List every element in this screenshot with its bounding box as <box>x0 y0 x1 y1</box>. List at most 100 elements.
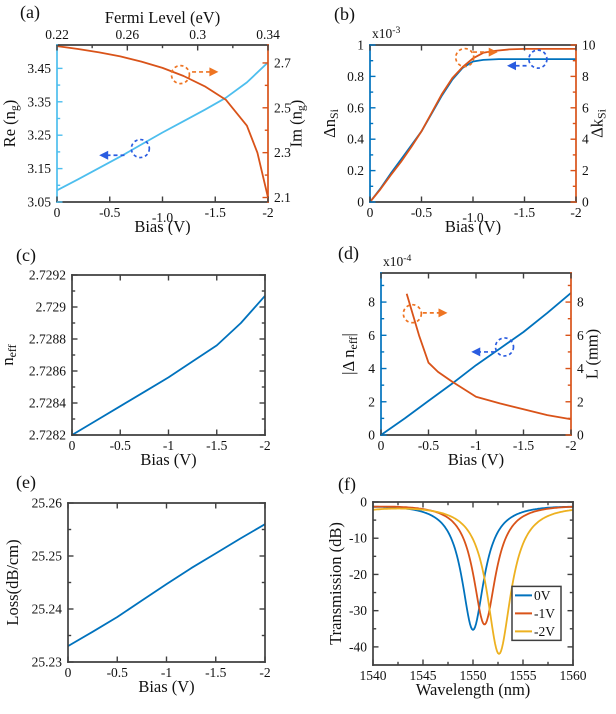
svg-text:0: 0 <box>65 665 72 680</box>
svg-text:1: 1 <box>357 38 364 53</box>
svg-text:0: 0 <box>360 495 367 510</box>
svg-text:0: 0 <box>368 428 375 443</box>
svg-text:Fermi Level (eV): Fermi Level (eV) <box>105 8 220 27</box>
svg-text:-2: -2 <box>565 438 576 453</box>
svg-text:0.34: 0.34 <box>256 27 280 42</box>
svg-text:0.2: 0.2 <box>347 163 364 178</box>
svg-text:10: 10 <box>582 38 596 53</box>
svg-text:-0.5: -0.5 <box>418 438 440 453</box>
svg-text:-1.0: -1.0 <box>462 210 484 225</box>
svg-text:2.7284: 2.7284 <box>29 396 66 411</box>
svg-text:0.8: 0.8 <box>347 69 364 84</box>
svg-text:Bias (V): Bias (V) <box>445 217 501 235</box>
svg-text:Bias (V): Bias (V) <box>134 217 190 235</box>
svg-text:-0.5: -0.5 <box>107 665 129 680</box>
svg-text:0.26: 0.26 <box>116 27 140 42</box>
panel-f: 1540 1545 1550 1555 1560 Wavelength (nm) 0 -10 -… <box>308 470 616 714</box>
svg-text:-20: -20 <box>349 567 367 582</box>
svg-text:-1.0: -1.0 <box>152 210 174 225</box>
panel-a: 0 -0.5 -1.0 -1.5 -2 Bias (V) 0.22 0.26 0.3 0.34 Fe… <box>0 0 308 235</box>
svg-text:-2: -2 <box>262 205 273 220</box>
svg-text:2: 2 <box>368 394 375 409</box>
chart-a: 0 -0.5 -1.0 -1.5 -2 Bias (V) 0.22 0.26 0.3 0.34 Fe… <box>0 8 308 235</box>
panel-d: 0 -0.5 -1 -1.5 -2 Bias (V) 0 2 4 6 8 |Δ neff​| 0 2 4 6 8… <box>308 235 616 470</box>
svg-text:3.05: 3.05 <box>27 195 51 210</box>
svg-text:-1.5: -1.5 <box>513 438 535 453</box>
svg-text:2.3: 2.3 <box>274 145 291 160</box>
svg-text:-0.5: -0.5 <box>99 205 121 220</box>
svg-text:-1V: -1V <box>534 606 555 621</box>
svg-text:2: 2 <box>582 163 589 178</box>
svg-text:25.26: 25.26 <box>32 496 63 511</box>
svg-text:2.7282: 2.7282 <box>29 428 66 443</box>
svg-text:-30: -30 <box>349 603 367 618</box>
svg-text:4: 4 <box>582 132 589 147</box>
svg-text:1545: 1545 <box>410 668 437 683</box>
panel-c: 0 -0.5 -1 -1.5 -2 Bias (V) 2.7282 2.7284 2.7286 2… <box>0 235 308 470</box>
svg-text:|Δ neff​|: |Δ neff​| <box>339 333 360 375</box>
svg-text:Loss(dB/cm): Loss(dB/cm) <box>3 539 22 625</box>
svg-text:0.6: 0.6 <box>347 100 364 115</box>
svg-text:Bias (V): Bias (V) <box>140 450 196 469</box>
chart-b: 0 -0.5 -1.0 -1.5 -2 Bias (V) 0 0.2 0.4 0.6 0.8 1 ΔnS… <box>320 25 608 235</box>
svg-text:Transmission (dB): Transmission (dB) <box>326 522 345 645</box>
svg-text:4: 4 <box>577 361 584 376</box>
chart-d: 0 -0.5 -1 -1.5 -2 Bias (V) 0 2 4 6 8 |Δ neff​| 0 2 4 6 8… <box>339 253 601 469</box>
svg-text:6: 6 <box>582 100 589 115</box>
svg-text:-1: -1 <box>470 438 481 453</box>
svg-text:2.1: 2.1 <box>274 190 291 205</box>
svg-text:1550: 1550 <box>460 668 487 683</box>
svg-text:0: 0 <box>367 205 374 220</box>
chart-e: 0 -0.5 -1 -1.5 -2 Bias (V) 25.23 25.24 25.25 25.2… <box>3 496 271 697</box>
svg-text:-0.5: -0.5 <box>411 205 433 220</box>
svg-text:-40: -40 <box>349 639 367 654</box>
svg-text:0: 0 <box>69 438 76 453</box>
svg-text:Bias (V): Bias (V) <box>138 677 194 696</box>
svg-text:2.7: 2.7 <box>274 55 291 70</box>
svg-text:1555: 1555 <box>510 668 537 683</box>
svg-text:0.3: 0.3 <box>189 27 206 42</box>
svg-text:2.7288: 2.7288 <box>29 332 66 347</box>
panel-e: 0 -0.5 -1 -1.5 -2 Bias (V) 25.23 25.24 25.25 25.2… <box>0 470 308 714</box>
svg-text:2.7292: 2.7292 <box>29 268 66 283</box>
svg-text:8: 8 <box>368 295 375 310</box>
svg-text:L (mm): L (mm) <box>582 329 601 379</box>
svg-text:0: 0 <box>378 438 385 453</box>
svg-text:0.4: 0.4 <box>347 132 364 147</box>
svg-text:ΔnSi​: ΔnSi​ <box>320 108 341 137</box>
svg-text:-1.5: -1.5 <box>206 438 228 453</box>
chart-c: 0 -0.5 -1 -1.5 -2 Bias (V) 2.7282 2.7284 2.7286 2… <box>0 268 271 470</box>
svg-text:-1.5: -1.5 <box>205 665 227 680</box>
svg-text:3.35: 3.35 <box>27 94 51 109</box>
svg-text:8: 8 <box>582 69 589 84</box>
svg-text:-1: -1 <box>163 438 174 453</box>
svg-text:4: 4 <box>368 361 375 376</box>
panel-label-c: (c) <box>16 245 36 265</box>
svg-text:neff​: neff​ <box>0 344 19 365</box>
svg-text:-2: -2 <box>259 438 270 453</box>
svg-text:-1.5: -1.5 <box>514 205 536 220</box>
panel-label-a: (a) <box>20 2 40 22</box>
svg-text:3.15: 3.15 <box>27 161 51 176</box>
svg-text:Re (ng​): Re (ng​) <box>0 100 21 148</box>
svg-text:0V: 0V <box>534 588 551 603</box>
svg-text:8: 8 <box>577 295 584 310</box>
panel-label-b: (b) <box>334 4 355 24</box>
svg-text:0: 0 <box>54 205 61 220</box>
svg-text:-10: -10 <box>349 531 367 546</box>
svg-text:2: 2 <box>577 394 584 409</box>
svg-text:x10-3​: x10-3​ <box>372 25 400 41</box>
svg-text:2.729: 2.729 <box>36 300 67 315</box>
svg-text:6: 6 <box>368 328 375 343</box>
svg-text:-1.5: -1.5 <box>205 205 227 220</box>
svg-text:-1: -1 <box>161 665 172 680</box>
svg-text:2.5: 2.5 <box>274 100 291 115</box>
svg-text:3.25: 3.25 <box>27 128 51 143</box>
panel-label-f: (f) <box>338 474 356 494</box>
svg-text:2.7286: 2.7286 <box>29 364 66 379</box>
svg-text:Wavelength (nm): Wavelength (nm) <box>416 680 531 699</box>
svg-text:0: 0 <box>577 428 584 443</box>
svg-text:25.23: 25.23 <box>32 655 63 670</box>
svg-text:Bias (V): Bias (V) <box>448 450 504 469</box>
